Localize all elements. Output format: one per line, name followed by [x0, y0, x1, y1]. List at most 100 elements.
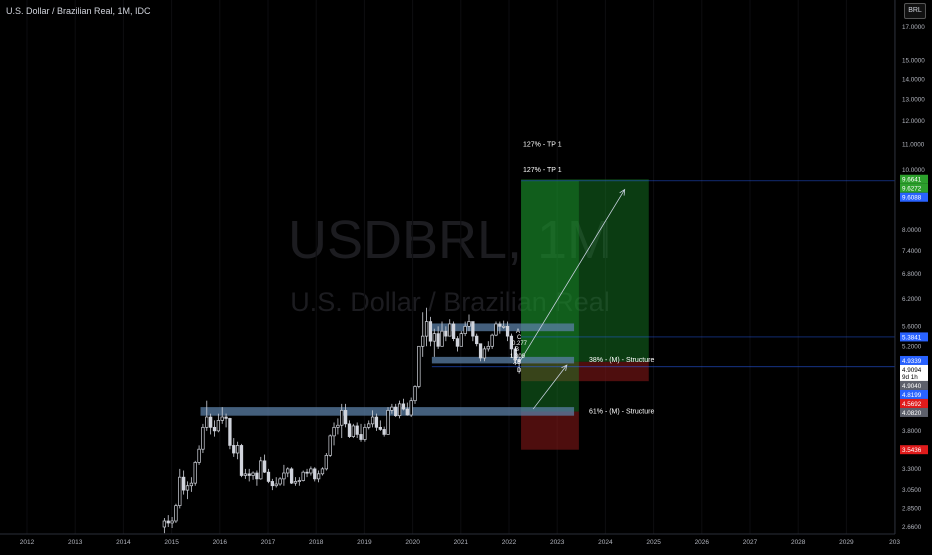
candle[interactable]: [170, 517, 174, 529]
candle[interactable]: [455, 336, 460, 352]
candle[interactable]: [413, 385, 417, 404]
candle[interactable]: [494, 321, 498, 337]
candle[interactable]: [347, 420, 352, 439]
candle[interactable]: [490, 333, 494, 349]
symbol-header[interactable]: U.S. Dollar / Brazilian Real, 1M, IDC: [6, 6, 151, 16]
candle[interactable]: [336, 418, 340, 435]
candle[interactable]: [328, 434, 332, 457]
candle[interactable]: [343, 403, 348, 428]
candle[interactable]: [251, 471, 255, 480]
candle[interactable]: [505, 321, 510, 342]
position-2-target-zone[interactable]: [521, 180, 579, 412]
price-label[interactable]: 4.8199: [900, 389, 928, 399]
candle[interactable]: [243, 468, 247, 479]
candle[interactable]: [390, 403, 394, 414]
candle[interactable]: [270, 478, 274, 491]
candle[interactable]: [363, 423, 367, 442]
candle[interactable]: [316, 470, 321, 483]
candle[interactable]: [289, 467, 294, 485]
candle[interactable]: [220, 407, 224, 424]
projection-arrow[interactable]: [518, 188, 626, 364]
candle[interactable]: [351, 423, 355, 439]
candle[interactable]: [386, 407, 390, 435]
candle[interactable]: [324, 453, 328, 471]
candle[interactable]: [502, 320, 506, 329]
candle[interactable]: [355, 422, 359, 439]
candle[interactable]: [162, 518, 167, 534]
candle[interactable]: [182, 470, 186, 495]
candle[interactable]: [228, 417, 232, 450]
candle[interactable]: [185, 481, 190, 500]
candle[interactable]: [297, 477, 301, 486]
price-label[interactable]: 9.6272: [900, 183, 928, 193]
position-2-stop-zone[interactable]: [521, 411, 579, 450]
candle[interactable]: [405, 402, 409, 416]
candle[interactable]: [436, 326, 440, 349]
candle[interactable]: [432, 328, 436, 357]
candle[interactable]: [178, 468, 182, 509]
candle[interactable]: [216, 413, 221, 433]
candle[interactable]: [471, 321, 475, 342]
zone-mid-structure[interactable]: [431, 356, 575, 364]
candle[interactable]: [197, 445, 201, 465]
candle[interactable]: [189, 477, 194, 492]
candle[interactable]: [313, 467, 317, 482]
candle[interactable]: [428, 316, 433, 347]
candle[interactable]: [201, 423, 205, 454]
candle[interactable]: [370, 410, 375, 428]
price-label[interactable]: 5.3841: [900, 332, 928, 342]
candle[interactable]: [212, 420, 217, 437]
candle[interactable]: [513, 346, 517, 366]
candle[interactable]: [478, 343, 483, 362]
price-label[interactable]: 4.9339: [900, 355, 928, 365]
candle[interactable]: [421, 312, 425, 357]
candle[interactable]: [374, 413, 379, 431]
candle[interactable]: [320, 467, 325, 476]
candle[interactable]: [394, 403, 398, 418]
candle[interactable]: [397, 400, 402, 419]
candle[interactable]: [440, 321, 444, 347]
candle[interactable]: [286, 467, 290, 478]
candle[interactable]: [475, 333, 479, 347]
candle[interactable]: [266, 468, 271, 484]
candle[interactable]: [293, 477, 298, 486]
candle[interactable]: [262, 454, 267, 473]
position-1-target-zone[interactable]: [521, 179, 649, 362]
candle[interactable]: [193, 460, 197, 486]
candle[interactable]: [444, 326, 448, 342]
candle[interactable]: [232, 438, 236, 457]
candle[interactable]: [174, 503, 178, 523]
candle[interactable]: [205, 400, 209, 431]
candle[interactable]: [424, 307, 429, 347]
candle[interactable]: [359, 423, 363, 442]
candle[interactable]: [239, 443, 244, 478]
candle[interactable]: [382, 426, 386, 437]
candle[interactable]: [166, 515, 170, 527]
price-label[interactable]: 4.0820: [900, 407, 928, 417]
candle[interactable]: [309, 466, 313, 476]
candle[interactable]: [417, 345, 421, 389]
currency-button[interactable]: BRL: [904, 3, 926, 19]
price-label[interactable]: 4.5692: [900, 398, 928, 408]
candle[interactable]: [247, 468, 251, 482]
candle[interactable]: [482, 346, 487, 362]
candle[interactable]: [467, 314, 471, 332]
zone-upper-range[interactable]: [429, 323, 575, 332]
candle[interactable]: [224, 413, 228, 428]
candle[interactable]: [282, 464, 286, 486]
candle[interactable]: [498, 321, 502, 334]
candle[interactable]: [409, 397, 413, 418]
candle[interactable]: [235, 441, 240, 460]
candle[interactable]: [459, 331, 463, 347]
price-label[interactable]: 9.6641: [900, 174, 928, 184]
candle[interactable]: [486, 341, 490, 352]
candle[interactable]: [274, 477, 278, 488]
candle[interactable]: [259, 456, 263, 480]
price-label[interactable]: 4.9040: [900, 380, 928, 390]
candle[interactable]: [401, 398, 406, 411]
projection-arrow[interactable]: [532, 364, 568, 410]
price-label[interactable]: 3.5436: [900, 445, 928, 455]
candle[interactable]: [463, 321, 467, 337]
